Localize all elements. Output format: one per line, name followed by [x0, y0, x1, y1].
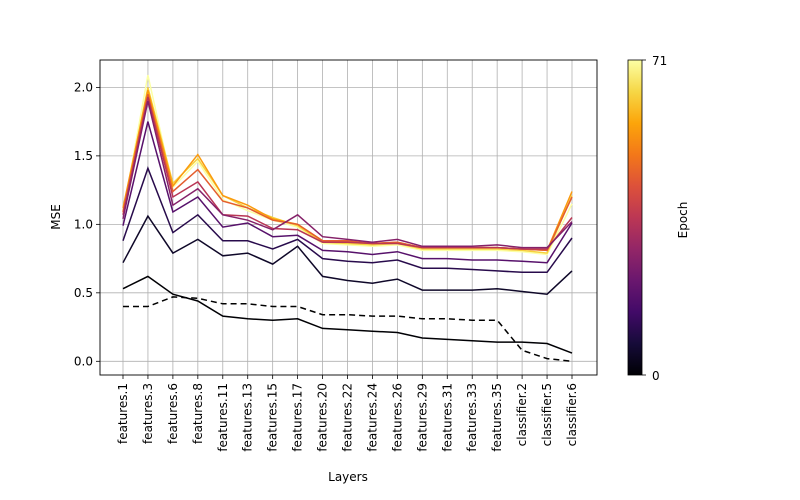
- series-line-epoch-35: [122, 96, 573, 250]
- x-tick-label: features.11: [216, 383, 230, 452]
- x-axis: features.1 features.3 features.6 features.8…: [116, 375, 579, 452]
- x-tick-label: features.24: [365, 383, 379, 452]
- grid: [100, 60, 597, 375]
- y-tick-label: 2.0: [74, 80, 93, 94]
- series-line-epoch-0: [122, 275, 573, 354]
- series-line-epoch-18: [122, 121, 573, 264]
- x-tick-label: features.17: [291, 383, 305, 452]
- series-line-epoch-5: [122, 214, 573, 295]
- y-tick-label: 0.0: [74, 354, 93, 368]
- plot-frame: [99, 59, 598, 376]
- x-tick-label: features.6: [166, 383, 180, 444]
- series-line-epoch-26: [122, 100, 573, 249]
- x-tick-label: features.13: [241, 383, 255, 452]
- colorbar-max-label: 71: [652, 54, 667, 68]
- y-tick-label: 1.0: [74, 217, 93, 231]
- x-tick-label: features.22: [341, 383, 355, 452]
- y-tick-label: 1.5: [74, 149, 93, 163]
- x-tick-label: classifier.5: [540, 383, 554, 446]
- x-tick-label: features.31: [440, 383, 454, 452]
- colorbar: 71 0 Epoch: [627, 54, 690, 383]
- x-tick-label: features.26: [390, 383, 404, 452]
- x-tick-label: features.3: [141, 383, 155, 444]
- x-tick-label: features.35: [490, 383, 504, 452]
- series-lines: [122, 74, 573, 363]
- y-axis: 0.0 0.5 1.0 1.5 2.0: [74, 80, 100, 368]
- x-tick-label: classifier.2: [515, 383, 529, 446]
- x-tick-label: features.29: [415, 383, 429, 452]
- x-tick-label: features.20: [316, 383, 330, 452]
- colorbar-title: Epoch: [676, 202, 690, 239]
- x-tick-label: features.1: [116, 383, 130, 444]
- series-line-epoch-10: [122, 166, 573, 274]
- x-tick-label: classifier.6: [565, 383, 579, 446]
- series-line-epoch-71: [122, 74, 573, 256]
- y-axis-title: MSE: [49, 204, 63, 230]
- colorbar-min-label: 0: [652, 369, 660, 383]
- x-tick-label: features.15: [266, 383, 280, 452]
- colorbar-gradient: [627, 59, 643, 376]
- y-tick-label: 0.5: [74, 286, 93, 300]
- x-tick-label: features.33: [465, 383, 479, 452]
- x-tick-label: features.8: [191, 383, 205, 444]
- x-axis-title: Layers: [328, 470, 368, 484]
- series-line-epoch-63: [122, 87, 573, 254]
